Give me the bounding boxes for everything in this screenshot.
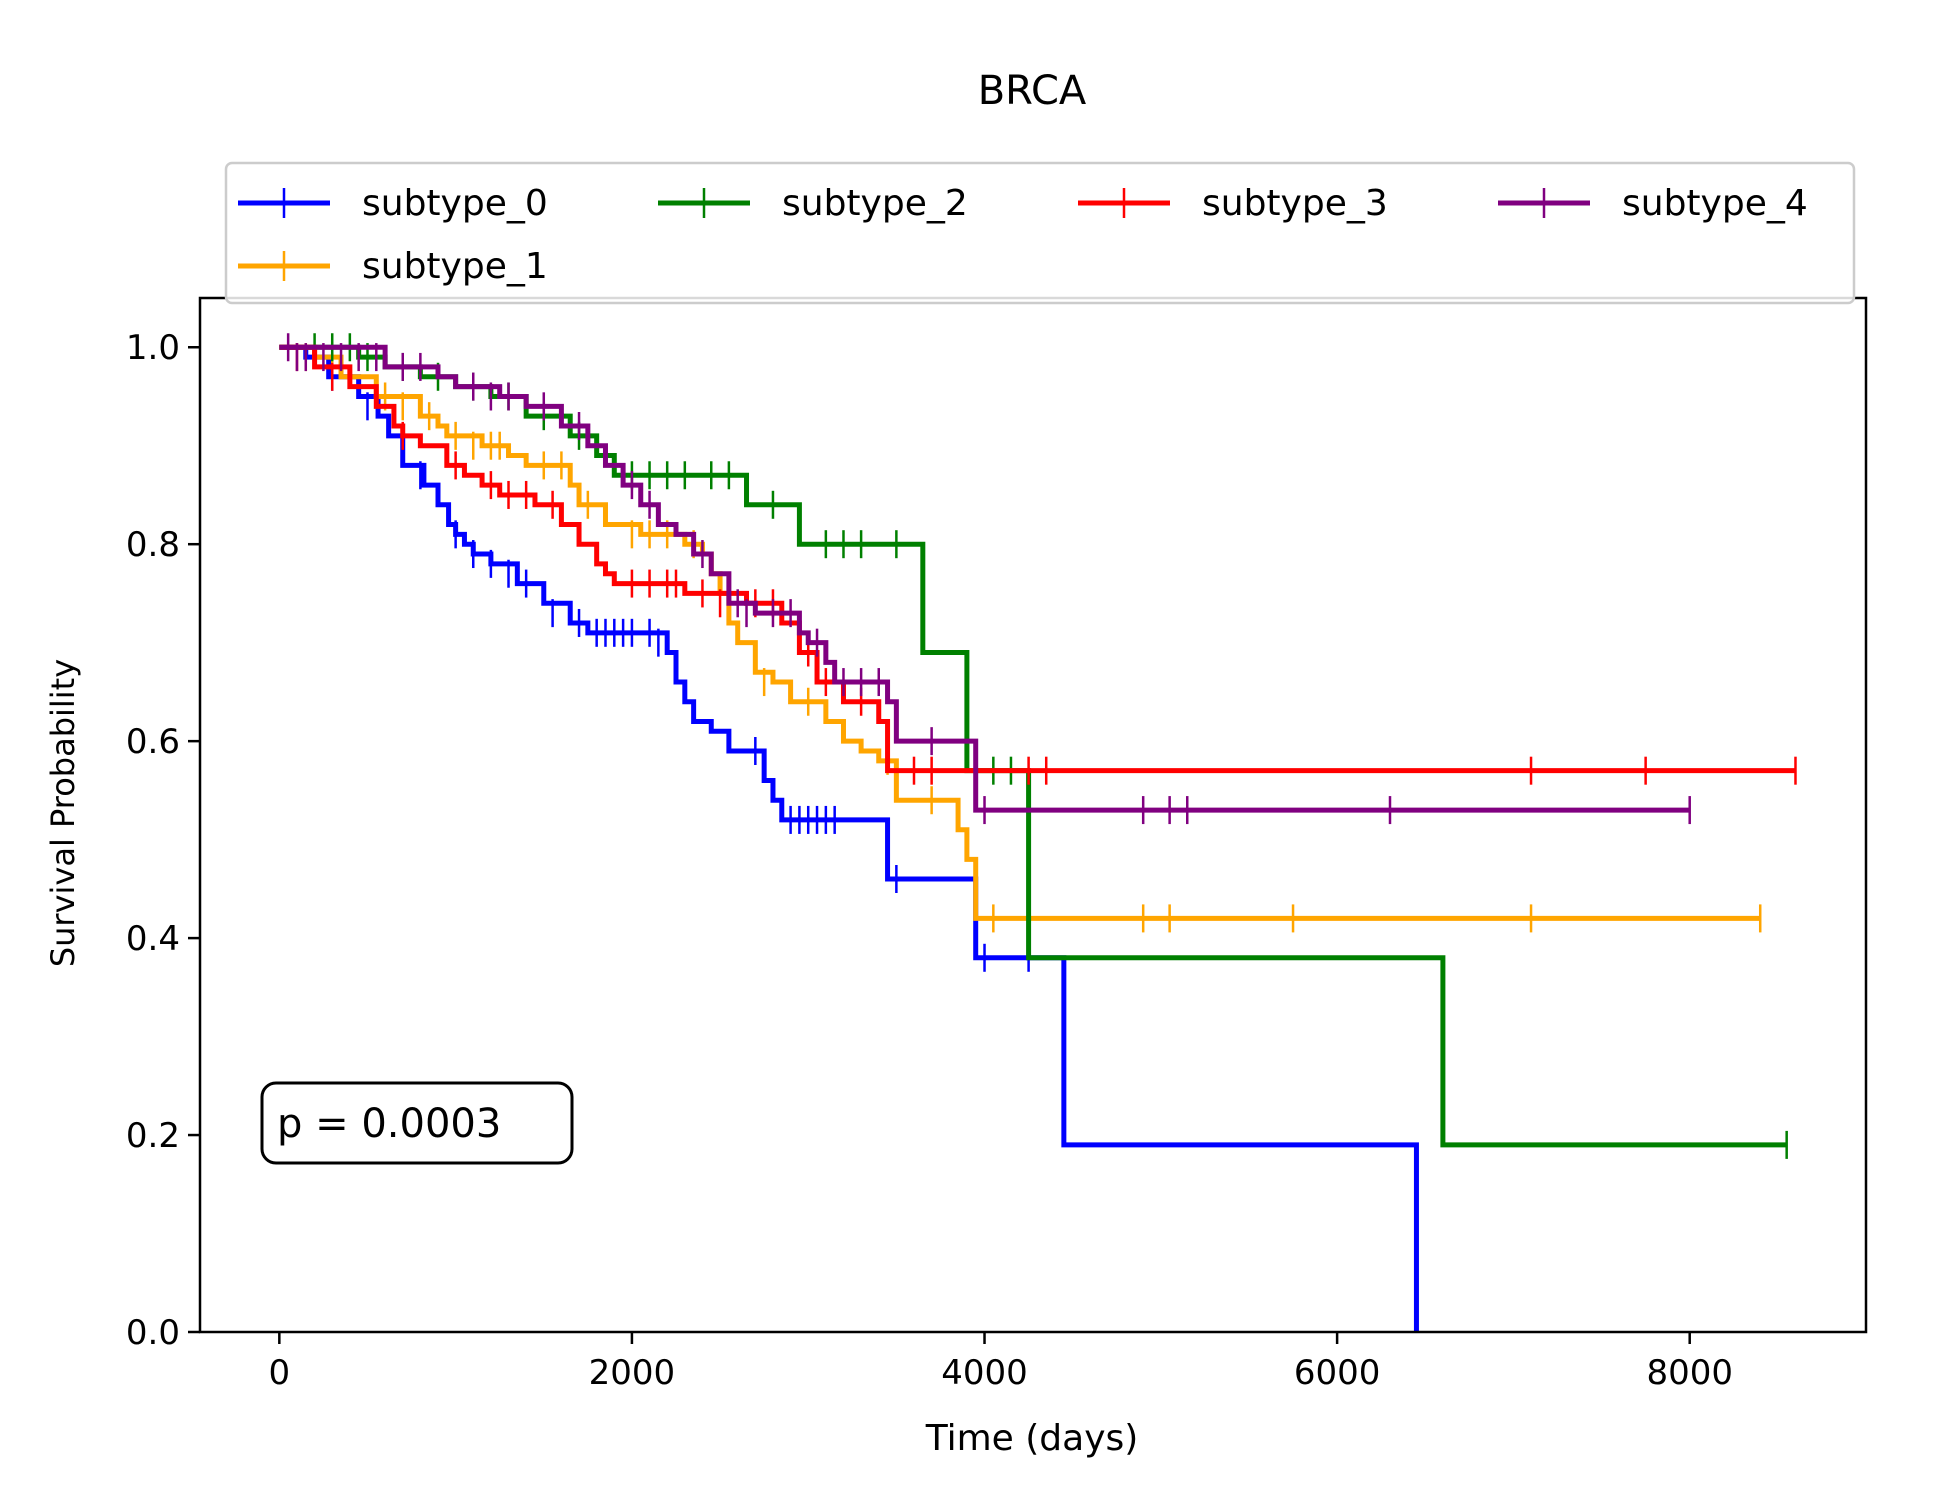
x-axis-label: Time (days) [925, 1418, 1139, 1459]
x-tick-label: 4000 [941, 1353, 1028, 1393]
x-tick-label: 0 [269, 1353, 291, 1393]
y-tick-label: 0.8 [126, 525, 180, 565]
y-tick-label: 0.4 [126, 919, 180, 959]
survival-line-subtype_3 [279, 344, 1796, 774]
plot-frame [198, 296, 1868, 1334]
y-tick-label: 0.6 [126, 722, 180, 762]
legend-item-subtype_2: subtype_2 [658, 183, 968, 224]
legend-label: subtype_3 [1202, 183, 1388, 224]
plot-area [279, 333, 1797, 1332]
series-subtype_3 [279, 343, 1797, 785]
p-value-frame [260, 1081, 574, 1165]
survival-line-subtype_1 [279, 344, 1761, 921]
series-subtype_4 [279, 333, 1691, 825]
p-value-text: p = 0.0003 [277, 1101, 501, 1147]
chart-title: BRCA [978, 68, 1087, 114]
legend-label: subtype_1 [362, 246, 548, 287]
legend-item-subtype_1: subtype_1 [238, 246, 548, 287]
y-axis-label: Survival Probability [44, 659, 82, 967]
legend-label: subtype_4 [1622, 183, 1808, 224]
legend: subtype_0 subtype_1 subtype_2 subtype_3 subt… [224, 161, 1856, 305]
y-tick-label: 0.2 [126, 1116, 180, 1156]
y-tick-label: 0.0 [126, 1313, 180, 1353]
series-subtype_2 [279, 333, 1788, 1159]
x-tick-label: 6000 [1294, 1353, 1381, 1393]
p-value-box: p = 0.0003 [260, 1081, 574, 1165]
legend-item-subtype_3: subtype_3 [1078, 183, 1388, 224]
x-tick-label: 2000 [589, 1353, 676, 1393]
legend-item-subtype_0: subtype_0 [238, 183, 548, 224]
legend-frame [224, 161, 1856, 305]
legend-label: subtype_0 [362, 183, 548, 224]
legend-label: subtype_2 [782, 183, 968, 224]
survival-line-subtype_0 [279, 344, 1419, 1332]
series-subtype_1 [279, 343, 1762, 933]
legend-item-subtype_4: subtype_4 [1498, 183, 1808, 224]
survival-line-subtype_2 [279, 344, 1787, 1148]
axes: 0 2000 4000 6000 8000 0.0 0.2 0.4 0.6 0.8 1.0 [126, 296, 1868, 1393]
series-subtype_0 [279, 344, 1419, 1332]
y-tick-label: 1.0 [126, 328, 180, 368]
survival-line-subtype_4 [279, 344, 1690, 813]
x-tick-label: 8000 [1646, 1353, 1733, 1393]
